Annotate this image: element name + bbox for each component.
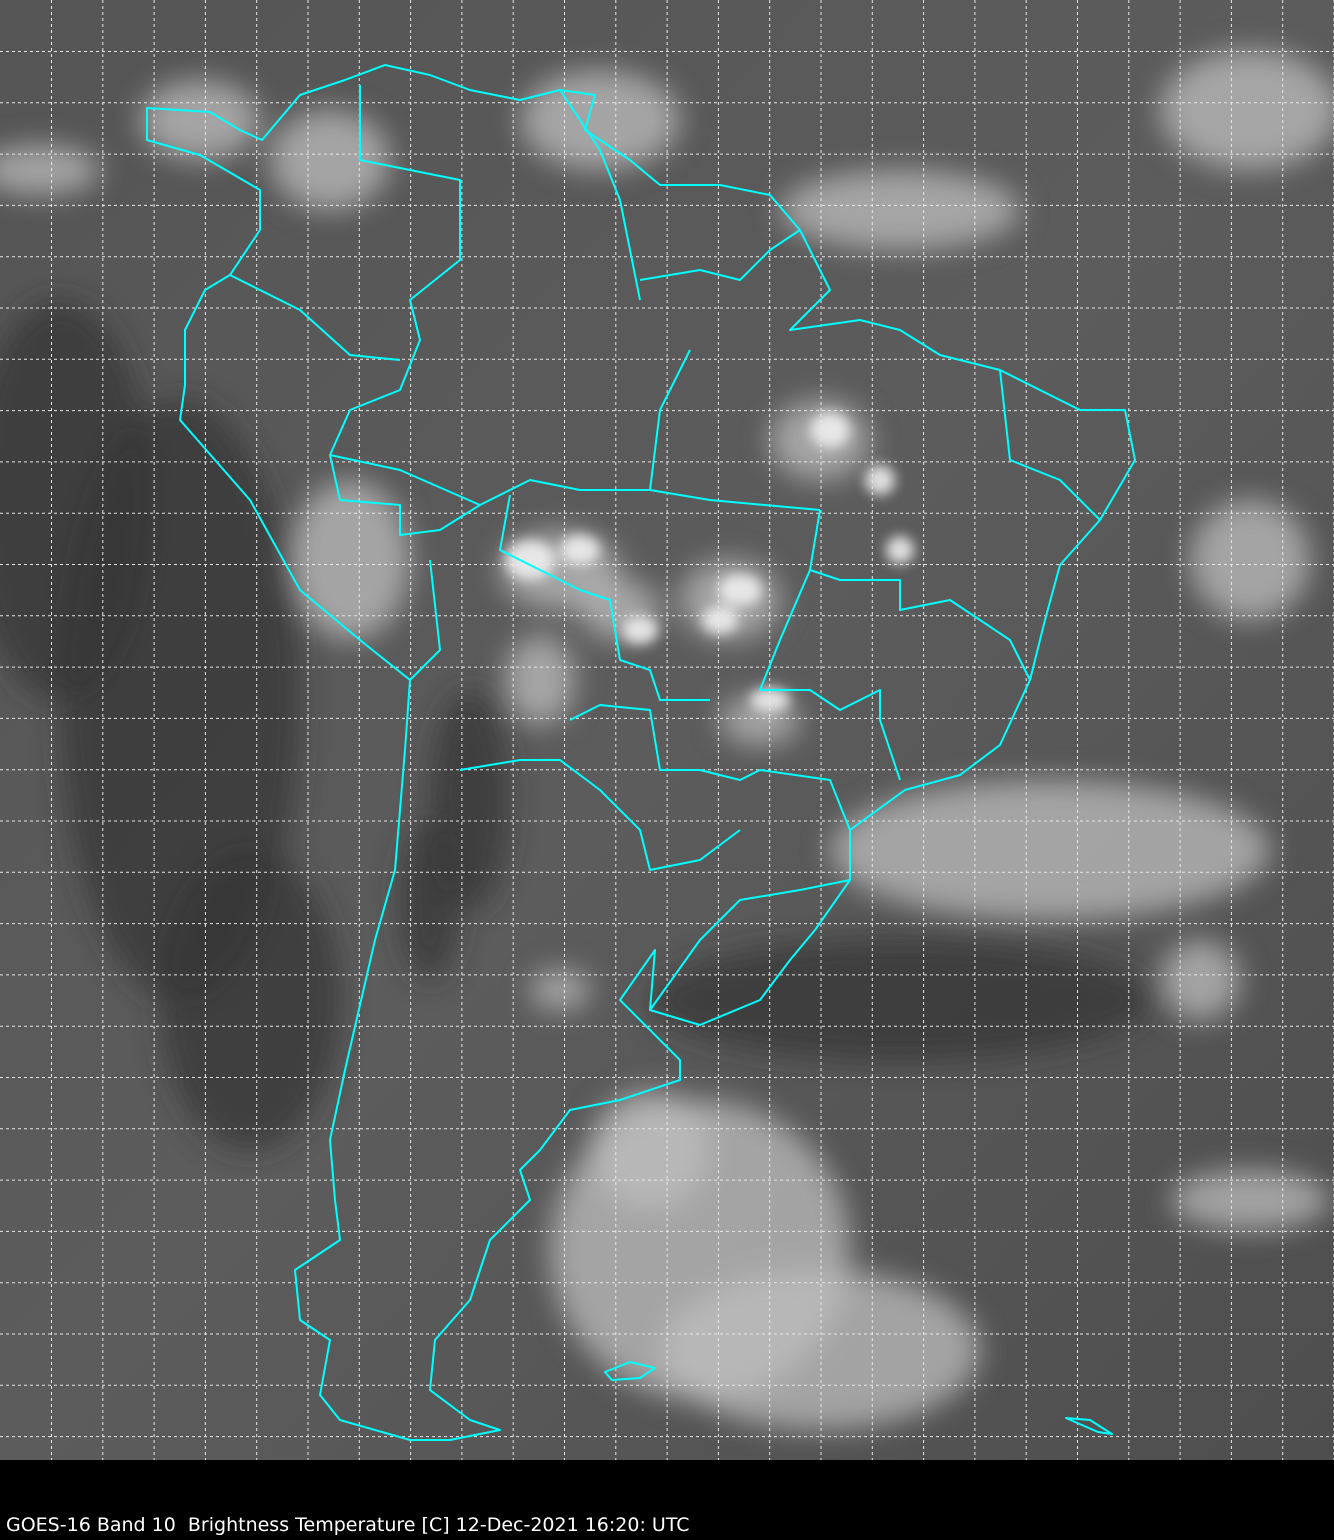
convective-cell bbox=[560, 535, 600, 565]
cloud bbox=[1170, 1170, 1330, 1230]
satellite-map bbox=[0, 0, 1334, 1460]
cloud bbox=[505, 635, 575, 725]
country-border bbox=[229, 274, 401, 361]
convective-cell bbox=[865, 465, 895, 495]
lat-lon-grid bbox=[0, 0, 1334, 1460]
cloud bbox=[1190, 500, 1310, 620]
cloud bbox=[530, 970, 590, 1010]
country-border bbox=[759, 569, 901, 781]
country-border bbox=[559, 89, 641, 301]
country-border bbox=[409, 559, 441, 681]
dry-air-patch bbox=[650, 940, 1150, 1060]
convective-cell bbox=[886, 536, 914, 564]
continent-coastline bbox=[146, 64, 1136, 1441]
cloud bbox=[290, 480, 410, 640]
cloud bbox=[0, 145, 100, 195]
cloud-regions bbox=[0, 50, 1334, 1430]
country-border bbox=[999, 369, 1101, 521]
dry-air-patch bbox=[160, 850, 340, 1150]
cloud bbox=[830, 780, 1270, 920]
cloud bbox=[660, 1270, 980, 1430]
country-border bbox=[329, 454, 481, 536]
cloud bbox=[1160, 940, 1240, 1020]
country-border bbox=[499, 494, 710, 701]
convective-cell bbox=[750, 688, 790, 712]
country-border bbox=[649, 489, 821, 511]
convective-cell bbox=[702, 606, 738, 634]
falkland-islands-outline bbox=[604, 1361, 656, 1381]
country-border bbox=[459, 759, 741, 871]
cloud bbox=[520, 70, 680, 170]
country-border bbox=[569, 704, 851, 831]
convective-cell bbox=[810, 412, 850, 448]
convective-cell bbox=[505, 540, 555, 580]
figure-caption: GOES-16 Band 10 Brightness Temperature [… bbox=[6, 1514, 690, 1536]
country-border bbox=[329, 85, 691, 506]
convective-cells bbox=[505, 412, 914, 712]
country-borders bbox=[146, 64, 1136, 1441]
country-border bbox=[649, 879, 851, 1011]
cloud bbox=[590, 1090, 710, 1210]
dry-air-patch bbox=[400, 820, 460, 980]
cloud bbox=[140, 80, 260, 160]
country-border bbox=[809, 509, 1031, 681]
cloud bbox=[270, 110, 390, 210]
dry-air-patch bbox=[0, 300, 150, 700]
south-georgia-outline bbox=[1065, 1417, 1113, 1435]
convective-cell bbox=[718, 574, 762, 606]
convective-cell bbox=[622, 616, 658, 644]
country-border bbox=[639, 229, 801, 281]
cloud bbox=[780, 170, 1020, 250]
cloud bbox=[1160, 50, 1334, 170]
